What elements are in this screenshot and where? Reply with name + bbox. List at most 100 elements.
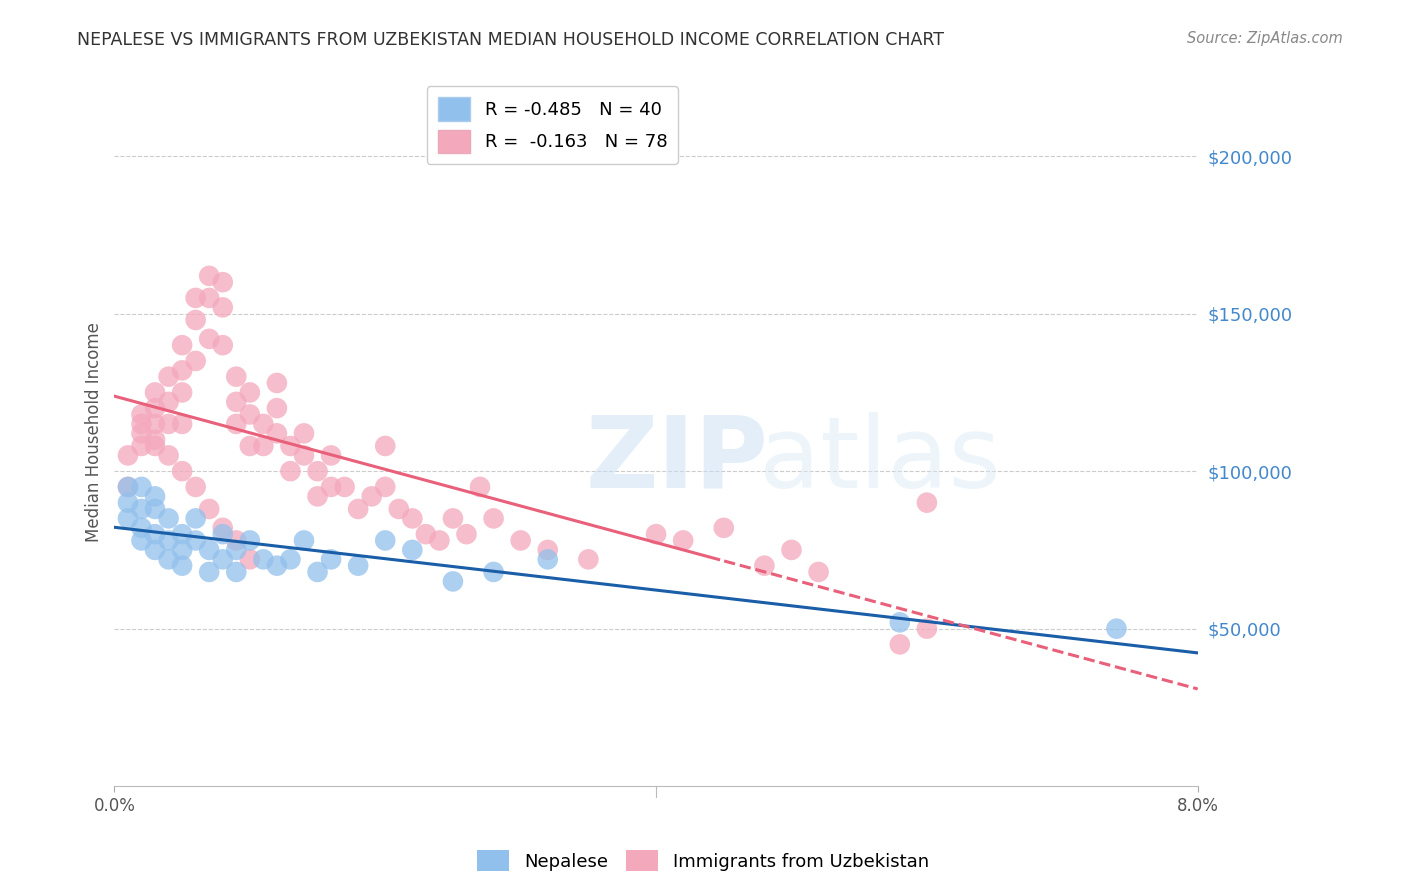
Legend: R = -0.485   N = 40, R =  -0.163   N = 78: R = -0.485 N = 40, R = -0.163 N = 78 [427,87,678,163]
Point [131,417,153,431]
Point [131,439,153,453]
Point [266,558,288,573]
Point [225,369,247,384]
Point [131,521,153,535]
Point [184,533,207,548]
Point [252,439,274,453]
Point [225,565,247,579]
Point [401,542,423,557]
Point [780,542,803,557]
Point [143,527,166,541]
Point [319,552,342,566]
Point [672,533,695,548]
Point [754,558,776,573]
Point [172,338,194,352]
Point [468,480,491,494]
Point [713,521,735,535]
Point [117,496,139,510]
Point [537,552,560,566]
Point [266,401,288,416]
Point [292,426,315,441]
Text: atlas: atlas [759,411,1001,508]
Point [143,385,166,400]
Point [143,417,166,431]
Point [117,480,139,494]
Point [482,565,505,579]
Point [211,552,233,566]
Point [576,552,599,566]
Point [915,496,938,510]
Point [198,565,221,579]
Point [280,552,302,566]
Point [456,527,478,541]
Point [211,527,233,541]
Point [172,417,194,431]
Point [143,439,166,453]
Point [198,291,221,305]
Point [347,502,370,516]
Point [143,502,166,516]
Point [482,511,505,525]
Point [172,385,194,400]
Point [239,408,262,422]
Point [157,511,180,525]
Point [266,426,288,441]
Point [143,542,166,557]
Point [889,615,911,630]
Point [374,480,396,494]
Point [292,533,315,548]
Point [198,502,221,516]
Point [429,533,451,548]
Point [131,480,153,494]
Point [157,552,180,566]
Point [266,376,288,390]
Point [157,395,180,409]
Point [211,301,233,315]
Point [915,622,938,636]
Point [401,511,423,525]
Point [645,527,668,541]
Point [211,521,233,535]
Point [441,511,464,525]
Point [889,637,911,651]
Point [157,417,180,431]
Point [157,533,180,548]
Point [319,449,342,463]
Point [252,417,274,431]
Point [131,426,153,441]
Point [1105,622,1128,636]
Point [388,502,411,516]
Point [172,363,194,377]
Point [131,502,153,516]
Point [184,480,207,494]
Point [441,574,464,589]
Point [157,369,180,384]
Point [225,533,247,548]
Point [374,439,396,453]
Point [347,558,370,573]
Point [307,464,329,478]
Point [131,408,153,422]
Point [807,565,830,579]
Y-axis label: Median Household Income: Median Household Income [86,322,103,541]
Point [252,552,274,566]
Point [184,511,207,525]
Point [374,533,396,548]
Point [172,527,194,541]
Point [198,542,221,557]
Point [198,268,221,283]
Point [143,401,166,416]
Point [143,489,166,503]
Point [211,275,233,289]
Point [117,449,139,463]
Point [415,527,437,541]
Point [537,542,560,557]
Point [184,291,207,305]
Point [143,433,166,447]
Point [184,313,207,327]
Text: NEPALESE VS IMMIGRANTS FROM UZBEKISTAN MEDIAN HOUSEHOLD INCOME CORRELATION CHART: NEPALESE VS IMMIGRANTS FROM UZBEKISTAN M… [77,31,945,49]
Point [360,489,382,503]
Point [333,480,356,494]
Point [239,439,262,453]
Point [239,533,262,548]
